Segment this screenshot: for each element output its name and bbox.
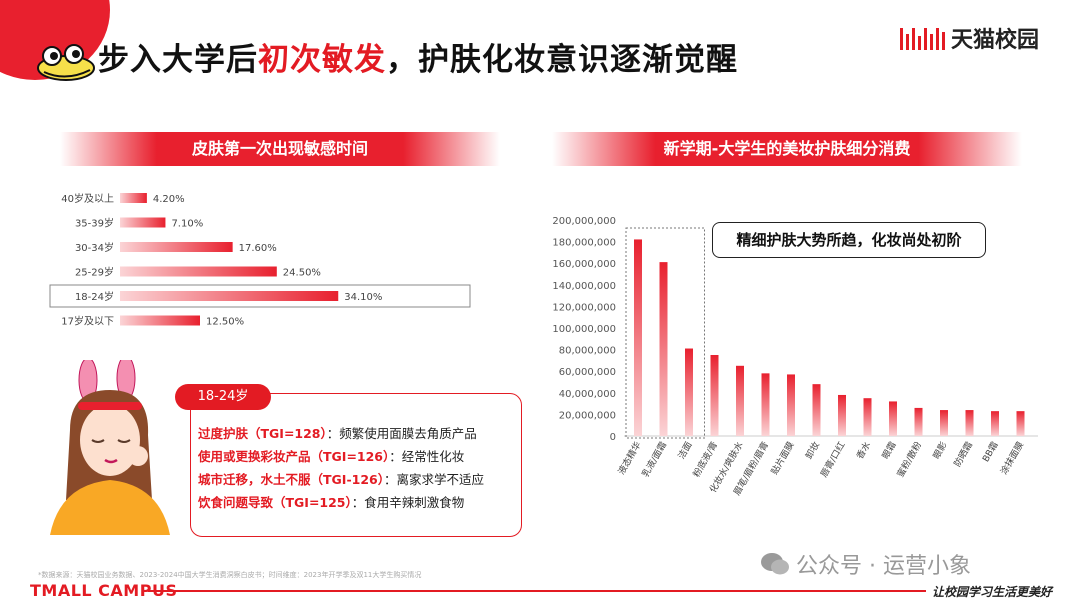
- bar: [120, 193, 147, 203]
- bar: [889, 401, 897, 436]
- title-text-rest: ，护肤化妆意识逐渐觉醒: [386, 42, 738, 78]
- bar: [787, 374, 795, 436]
- persona-age-tag: 18-24岁: [175, 384, 271, 410]
- bar: [863, 398, 872, 436]
- value-label: 17.60%: [239, 243, 277, 254]
- brand-name: 天猫校园: [951, 28, 1040, 53]
- callout-box: 精细护肤大势所趋，化妆尚处初阶: [712, 222, 986, 258]
- persona-reasons-list: 过度护肤（TGI=128）：频繁使用面膜去角质产品 使用或更换彩妆产品（TGI=…: [198, 422, 518, 514]
- x-tick-label: 眼影: [931, 440, 950, 461]
- x-tick-label: 卸妆: [803, 440, 822, 462]
- y-tick-label: 0: [610, 432, 616, 443]
- y-tick-label: 160,000,000: [552, 259, 616, 270]
- persona-reason: 过度护肤（TGI=128）：频繁使用面膜去角质产品: [198, 422, 518, 445]
- reason-desc: ：食用辛辣刺激食物: [351, 495, 465, 510]
- value-label: 7.10%: [171, 219, 203, 230]
- title-text: 步入大学后: [98, 42, 258, 78]
- x-tick-label: 防晒霜: [951, 440, 975, 469]
- girl-illustration: [50, 360, 170, 535]
- y-tick-label: 180,000,000: [552, 238, 616, 249]
- y-tick-label: 140,000,000: [552, 281, 616, 292]
- page-title: 步入大学后初次敏发，护肤化妆意识逐渐觉醒: [98, 34, 738, 79]
- left-section-header: 皮肤第一次出现敏感时间: [60, 132, 500, 166]
- footer-slogan: 让校园学习生活更美好: [932, 585, 1053, 599]
- reason-desc: ：离家求学不适应: [383, 472, 484, 487]
- value-label: 24.50%: [283, 268, 321, 279]
- wechat-icon: [761, 553, 789, 575]
- bar: [659, 262, 668, 436]
- y-tick-label: 200,000,000: [552, 216, 616, 227]
- bar: [120, 291, 339, 301]
- reason-key: 使用或更换彩妆产品（TGI=126）: [198, 449, 390, 464]
- reason-key: 饮食问题导致（TGI=125）: [198, 495, 352, 510]
- footer-brand: TMALL CAMPUS: [30, 581, 178, 600]
- x-tick-label: 液态精华: [615, 440, 643, 477]
- y-tick-label: 20,000,000: [559, 410, 616, 421]
- right-section-header: 新学期-大学生的美妆护肤细分消费: [552, 132, 1022, 166]
- value-label: 34.10%: [344, 292, 382, 303]
- reason-desc: ：经常性化妆: [389, 449, 465, 464]
- category-label: 25-29岁: [75, 266, 114, 279]
- value-label: 4.20%: [153, 194, 185, 205]
- watermark-text: 公众号 · 运营小象: [796, 554, 971, 579]
- bar: [1016, 411, 1025, 436]
- y-tick-label: 60,000,000: [559, 367, 616, 378]
- bar: [120, 242, 233, 252]
- bar: [120, 315, 200, 326]
- bar: [120, 217, 166, 228]
- footer-divider: [148, 590, 926, 592]
- x-tick-label: 唇膏/口红: [818, 440, 848, 480]
- data-source-note: *数据来源：天猫校园业务数据、2023-2024中国大学生消费洞察白皮书；时间维…: [38, 571, 422, 579]
- x-tick-label: 贴片面膜: [768, 440, 796, 477]
- x-tick-label: 粉底液/膏: [690, 440, 720, 480]
- bar: [965, 410, 974, 436]
- reason-desc: ：频繁使用面膜去角质产品: [326, 426, 477, 441]
- category-label: 35-39岁: [75, 217, 114, 230]
- x-tick-label: 涂抹面膜: [998, 440, 1026, 477]
- y-tick-label: 120,000,000: [552, 302, 616, 313]
- x-tick-label: BB霜: [980, 440, 1000, 464]
- bar: [991, 411, 999, 436]
- watermark: 公众号 · 运营小象: [760, 548, 971, 580]
- persona-box: [190, 393, 522, 537]
- bar: [812, 384, 821, 436]
- category-label: 40岁及以上: [61, 192, 114, 205]
- sensitivity-age-chart: 40岁及以上 4.20% 35-39岁 7.10% 30-34岁 17.60% 25-29岁…: [49, 192, 471, 328]
- highlight-box: [625, 227, 705, 439]
- frog-mascot-icon: [37, 44, 95, 81]
- category-label: 30-34岁: [75, 241, 114, 254]
- bar: [634, 239, 642, 436]
- bar: [838, 394, 846, 436]
- title-highlight: 初次敏发: [258, 42, 386, 78]
- x-tick-label: 乳液/面霜: [639, 440, 669, 480]
- bar: [120, 266, 277, 277]
- bar: [736, 365, 744, 436]
- x-tick-label: 香水: [854, 440, 873, 462]
- bar: [761, 373, 770, 436]
- category-label: 17岁及以下: [61, 315, 114, 328]
- category-label: 18-24岁: [75, 290, 114, 303]
- persona-reason: 使用或更换彩妆产品（TGI=126）：经常性化妆: [198, 445, 518, 468]
- bar: [685, 348, 693, 436]
- x-tick-label: 蜜粉/散粉: [894, 440, 924, 480]
- value-label: 12.50%: [206, 317, 244, 328]
- brand-logo: 天猫校园: [900, 22, 1039, 54]
- persona-reason: 城市迁移，水土不服（TGI-126）：离家求学不适应: [198, 468, 518, 491]
- reason-key: 城市迁移，水土不服（TGI-126）: [198, 472, 384, 487]
- y-tick-label: 40,000,000: [559, 389, 616, 400]
- tmall-bars-icon: [900, 26, 945, 50]
- bar: [914, 407, 923, 436]
- bar: [710, 355, 719, 436]
- reason-key: 过度护肤（TGI=128）: [198, 426, 327, 441]
- persona-reason: 饮食问题导致（TGI=125）：食用辛辣刺激食物: [198, 491, 518, 514]
- beauty-spend-chart: 0 20,000,000 40,000,000 60,000,000 80,000,00…: [552, 216, 1038, 498]
- bar: [940, 410, 948, 436]
- x-tick-label: 洁面: [675, 440, 694, 462]
- highlight-box: [49, 284, 471, 308]
- x-tick-label: 眼霜: [880, 440, 899, 461]
- y-tick-label: 80,000,000: [559, 346, 616, 357]
- y-tick-label: 100,000,000: [552, 324, 616, 335]
